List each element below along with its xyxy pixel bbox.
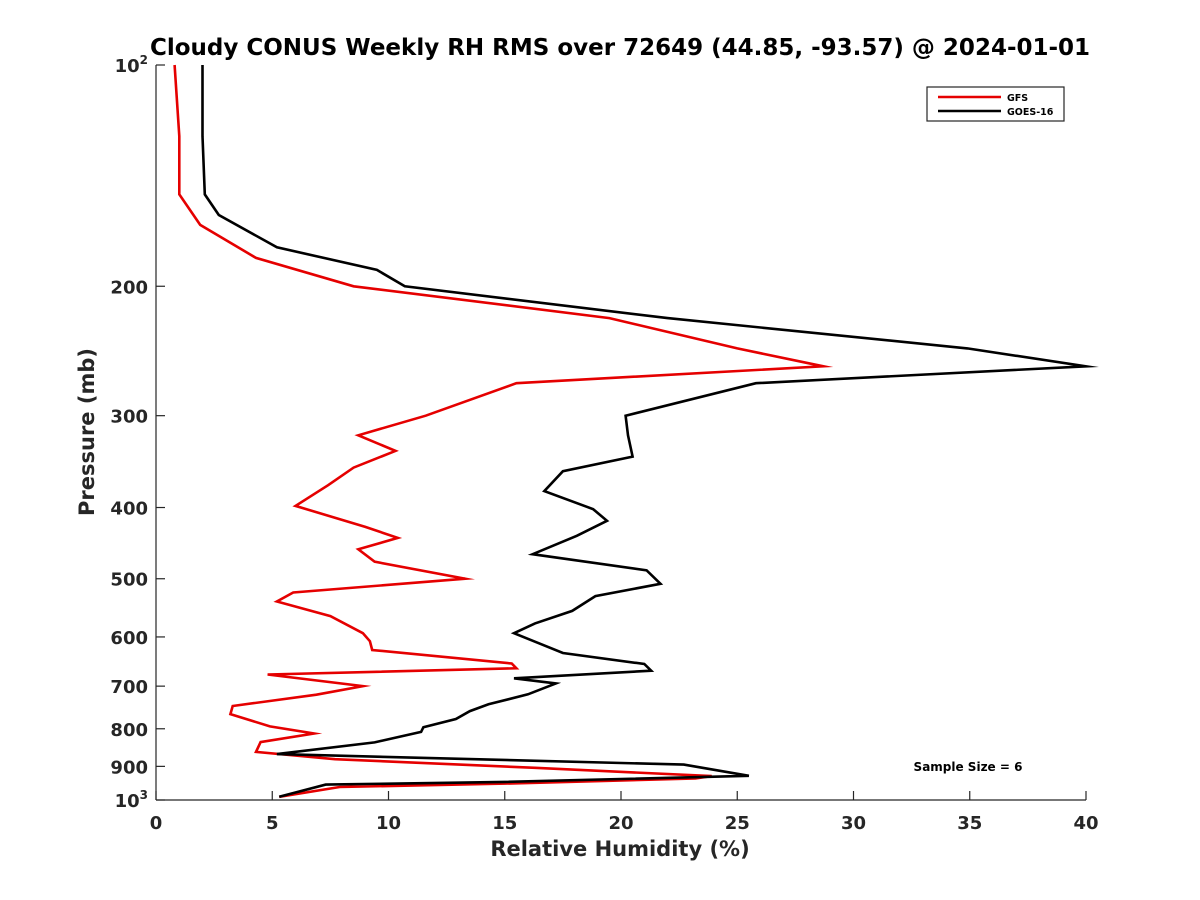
- legend-label: GOES-16: [1007, 107, 1054, 118]
- axes: 0 5 10 15 20 25 30 35 40 102 200 300 400 500 600 700 800…: [110, 53, 1098, 834]
- y-tick-label: 200: [110, 277, 148, 298]
- legend-label: GFS: [1007, 93, 1028, 104]
- y-tick-label: 103: [115, 788, 148, 812]
- y-tick-label: 500: [110, 570, 148, 591]
- chart-title: Cloudy CONUS Weekly RH RMS over 72649 (4…: [150, 35, 1090, 61]
- x-tick-label: 30: [841, 813, 866, 834]
- x-tick-label: 5: [266, 813, 279, 834]
- y-tick-label: 600: [110, 628, 148, 649]
- y-tick-label: 400: [110, 499, 148, 520]
- x-tick-label: 35: [957, 813, 982, 834]
- legend: GFS GOES-16: [926, 86, 1065, 122]
- y-tick-label: 300: [110, 407, 148, 428]
- y-tick-label: 800: [110, 720, 148, 741]
- legend-box: [926, 86, 1065, 122]
- series-line-gfs: [173, 64, 834, 799]
- x-tick-label: 10: [376, 813, 401, 834]
- y-tick-label: 102: [115, 53, 148, 77]
- y-axis-label: Pressure (mb): [75, 348, 99, 516]
- x-tick-label: 25: [725, 813, 750, 834]
- y-tick-label: 700: [110, 677, 148, 698]
- sample-size-annotation: Sample Size = 6: [914, 760, 1023, 774]
- data-series: [173, 64, 1099, 799]
- x-tick-label: 20: [608, 813, 633, 834]
- series-line-goes-16: [201, 65, 1099, 799]
- x-tick-label: 15: [492, 813, 517, 834]
- x-axis-label: Relative Humidity (%): [490, 837, 749, 861]
- x-tick-label: 0: [150, 813, 163, 834]
- x-tick-label: 40: [1073, 813, 1098, 834]
- y-tick-label: 900: [110, 757, 148, 778]
